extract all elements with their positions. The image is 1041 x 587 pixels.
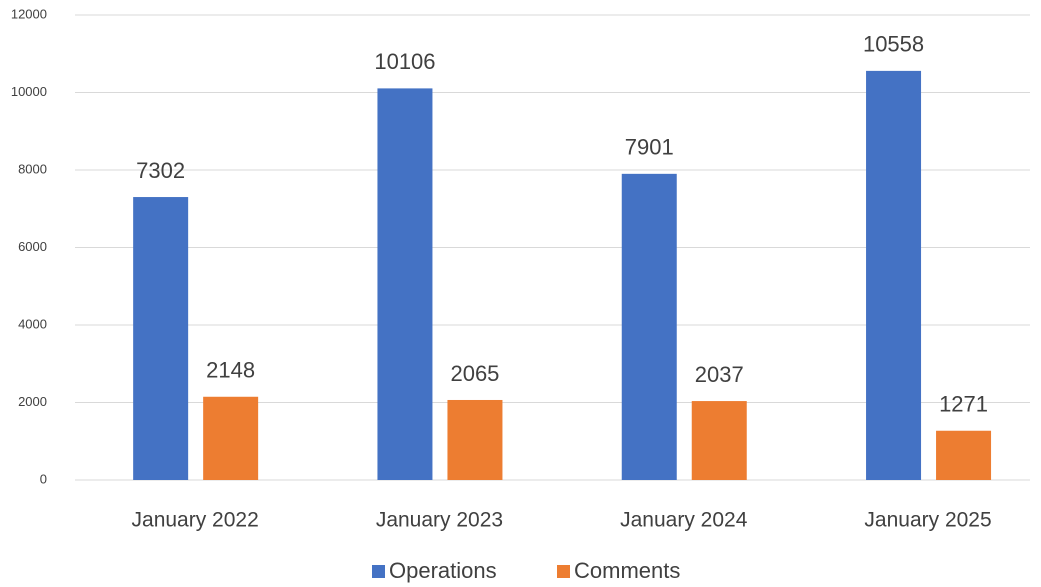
bar <box>866 70 922 480</box>
bar <box>133 197 189 481</box>
y-tick-label: 2000 <box>18 394 47 409</box>
legend-label: Comments <box>574 558 680 583</box>
y-tick-label: 12000 <box>11 6 47 21</box>
bar <box>691 401 747 480</box>
bar <box>936 430 992 480</box>
value-label: 7302 <box>136 158 185 183</box>
y-tick-label: 6000 <box>18 239 47 254</box>
value-label: 2037 <box>695 362 744 387</box>
x-tick-label: January 2022 <box>132 509 259 532</box>
bar <box>621 173 677 480</box>
y-tick-label: 8000 <box>18 161 47 176</box>
x-tick-label: January 2024 <box>620 509 748 532</box>
value-label: 2065 <box>450 361 499 386</box>
value-label: 2148 <box>206 358 255 383</box>
bar <box>377 88 433 480</box>
value-label: 10106 <box>374 49 435 74</box>
value-label: 1271 <box>939 392 988 417</box>
y-tick-label: 4000 <box>18 316 47 331</box>
x-tick-label: January 2025 <box>864 509 991 532</box>
bar <box>203 396 259 480</box>
legend-label: Operations <box>389 558 497 583</box>
bar <box>447 399 503 480</box>
value-label: 7901 <box>625 135 674 160</box>
y-tick-label: 0 <box>40 471 47 486</box>
x-tick-label: January 2023 <box>376 509 503 532</box>
y-tick-label: 10000 <box>11 84 47 99</box>
legend-swatch <box>557 565 570 578</box>
legend-swatch <box>372 565 385 578</box>
value-label: 10558 <box>863 32 924 57</box>
